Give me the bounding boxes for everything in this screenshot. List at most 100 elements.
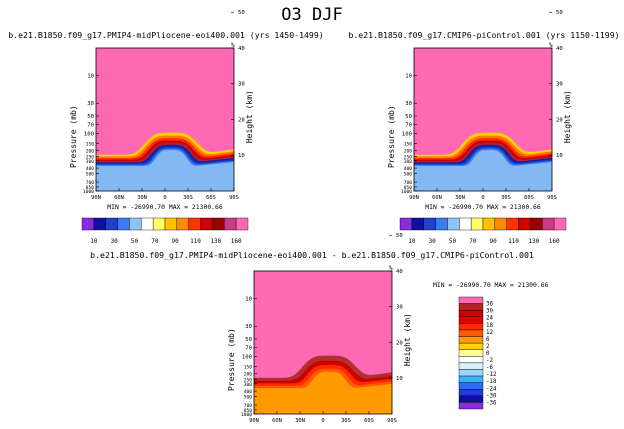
y-tick-label: 200 — [244, 372, 253, 378]
contour-band — [414, 150, 552, 191]
colorbar-label: -12 — [486, 372, 496, 378]
colorbar-swatch — [212, 217, 225, 231]
colorbar-swatch — [458, 323, 484, 331]
colorbar-swatch — [399, 217, 413, 231]
y-tick-label: 50 — [245, 337, 252, 343]
colorbar-label: 50 — [449, 238, 457, 245]
x-tick-label: 90N — [409, 195, 419, 201]
y-tick-label: 300 — [86, 159, 95, 165]
colorbar-swatch — [200, 217, 213, 231]
y-tick-label: 30 — [87, 101, 94, 107]
colorbar-swatch — [470, 217, 484, 231]
x-tick-label: 90S — [387, 418, 397, 424]
y-right-tick-label: 40 — [556, 46, 563, 52]
colorbar-swatch — [435, 217, 448, 231]
y-right-tick-label: 50 — [396, 233, 403, 239]
colorbar-swatch — [117, 217, 130, 231]
colorbar-swatch — [224, 217, 237, 231]
colorbar-label: 30 — [429, 238, 437, 245]
y-tick-label: 100 — [402, 131, 412, 137]
y-right-tick-label: 50 — [556, 10, 563, 16]
colorbar-label: 130 — [528, 238, 539, 245]
y-tick-label: 850 — [404, 185, 413, 191]
colorbar-swatch — [458, 356, 484, 364]
colorbar-swatch — [459, 217, 472, 231]
colorbar-label: 2 — [486, 344, 490, 350]
y-tick-label: 50 — [87, 114, 94, 120]
y-tick-label: 1000 — [401, 189, 412, 195]
y-tick-label: 250 — [86, 154, 95, 160]
y-tick-label: 150 — [86, 142, 95, 148]
x-tick-label: 30S — [501, 195, 511, 201]
colorbar-label: -18 — [486, 379, 497, 385]
colorbar-swatch — [482, 217, 496, 231]
x-tick-label: 30S — [341, 418, 351, 424]
colorbar-label: -6 — [486, 365, 493, 371]
colorbar-swatch — [458, 349, 484, 357]
colorbar-swatch — [458, 316, 484, 324]
y-tick-label: 200 — [86, 149, 95, 155]
y-tick-label: 400 — [86, 166, 95, 172]
y-right-tick-label: 20 — [238, 117, 245, 123]
y-right-tick-label: 50 — [238, 10, 245, 16]
contour-band — [254, 371, 392, 414]
x-tick-label: 90N — [249, 418, 259, 424]
colorbar-swatch — [553, 217, 567, 231]
colorbar-swatch — [458, 375, 484, 383]
y-tick-label: 70 — [245, 345, 252, 351]
y-tick-label: 10 — [405, 74, 412, 80]
panel-1: b.e21.B1850.f09_g17.PMIP4-midPliocene-eo… — [8, 10, 323, 245]
colorbar-swatch — [458, 309, 484, 317]
colorbar-swatch — [458, 382, 484, 390]
colorbar-label: 110 — [190, 238, 201, 245]
colorbar-label: -30 — [486, 393, 497, 399]
colorbar-label: 0 — [486, 351, 490, 357]
colorbar-swatch — [506, 217, 519, 231]
x-tick-label: 90N — [91, 195, 101, 201]
colorbar-swatch — [152, 217, 166, 231]
colorbar-swatch — [458, 336, 484, 344]
colorbar-swatch — [458, 342, 484, 350]
colorbar-label: 70 — [469, 238, 477, 245]
colorbar-swatch — [141, 217, 154, 231]
colorbar-swatch — [164, 217, 178, 231]
x-tick-label: 60N — [432, 195, 442, 201]
y-right-tick-label: 30 — [396, 305, 403, 311]
y-tick-label: 150 — [244, 365, 253, 371]
y-right-tick-label: 40 — [396, 269, 403, 275]
colorbar-label: 36 — [486, 302, 493, 308]
colorbar-label: -2 — [486, 358, 493, 364]
colorbar-swatch — [81, 217, 95, 231]
panel-2: b.e21.B1850.f09_g17.CMIP6-piControl.001 … — [348, 10, 619, 245]
x-tick-label: 60S — [206, 195, 216, 201]
y-tick-label: 70 — [87, 122, 94, 128]
colorbar-label: -24 — [486, 386, 497, 392]
panel-3: b.e21.B1850.f09_g17.PMIP4-midPliocene-eo… — [90, 233, 548, 424]
y-right-tick-label: 30 — [556, 82, 563, 88]
colorbar-swatch — [176, 217, 189, 231]
y-tick-label: 400 — [404, 166, 413, 172]
colorbar-label: 10 — [408, 238, 416, 245]
y-right-top-label: % — [549, 42, 553, 49]
x-tick-label: 60N — [272, 418, 282, 424]
y-right-tick-label: 10 — [396, 376, 403, 382]
min-max-text: MIN = -26990.70 MAX = 21300.66 — [433, 281, 549, 289]
y-right-tick-label: 40 — [238, 46, 245, 52]
colorbar-swatch — [411, 217, 424, 231]
y-tick-label: 1000 — [241, 412, 252, 418]
y-right-axis-label: Height (km) — [563, 90, 572, 143]
y-tick-label: 850 — [244, 408, 253, 414]
colorbar: 10 30 50 70 90 110 130 160 — [399, 217, 567, 245]
colorbar-label: 160 — [231, 238, 242, 245]
colorbar-swatch — [105, 217, 118, 231]
figure-title: O3 DJF — [281, 5, 342, 25]
colorbar-label: 70 — [151, 238, 159, 245]
x-tick-label: 30N — [137, 195, 147, 201]
panel-title: b.e21.B1850.f09_g17.PMIP4-midPliocene-eo… — [90, 250, 534, 260]
y-right-top-label: % — [231, 42, 235, 49]
y-axis-label: Pressure (mb) — [387, 105, 396, 168]
y-tick-label: 30 — [245, 324, 252, 330]
x-tick-label: 90S — [547, 195, 557, 201]
x-tick-label: 0 — [481, 195, 484, 201]
